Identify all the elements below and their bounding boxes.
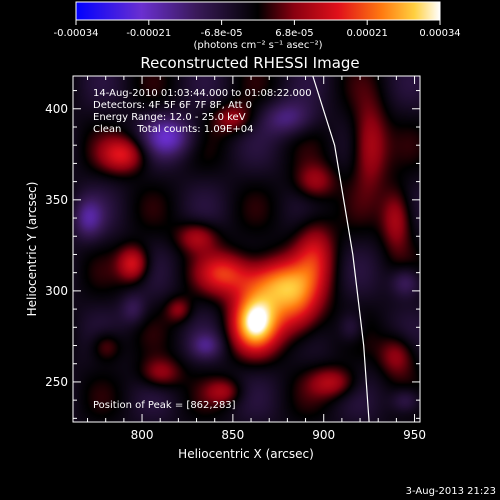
x-tick-label: 850 xyxy=(221,428,244,442)
solar-limb-line xyxy=(312,76,370,422)
colorbar-tick-label: 0.00034 xyxy=(419,28,460,39)
y-tick-label: 400 xyxy=(45,102,68,116)
chart-title: Reconstructed RHESSI Image xyxy=(140,54,359,72)
colorbar-tick-label: -6.8e-05 xyxy=(201,28,243,39)
annotation-detectors: Detectors: 4F 5F 6F 7F 8F, Att 0 xyxy=(93,100,252,111)
axis-ticks: 800 850 900 950 250 300 350 400 xyxy=(45,76,426,442)
heatmap-image xyxy=(73,76,420,422)
x-tick-label: 950 xyxy=(403,428,426,442)
colorbar-tick-label: -0.00034 xyxy=(54,28,99,39)
x-tick-label: 800 xyxy=(131,428,154,442)
colorbar-ticks: -0.00034 -0.00021 -6.8e-05 6.8e-05 0.00021 0.… xyxy=(54,20,461,39)
y-tick-label: 300 xyxy=(45,284,68,298)
colorbar-tick-label: -0.00021 xyxy=(126,28,171,39)
annotation-energy: Energy Range: 12.0 - 25.0 keV xyxy=(93,112,246,123)
colorbar-tick-label: 0.00021 xyxy=(347,28,388,39)
timestamp: 3-Aug-2013 21:23 xyxy=(406,486,496,497)
peak-position-label: Position of Peak = [862,283] xyxy=(93,400,236,411)
annotation-block: 14-Aug-2010 01:03:44.000 to 01:08:22.000… xyxy=(93,88,312,135)
annotation-method: Clean Total counts: 1.09E+04 xyxy=(93,124,253,135)
colorbar: -0.00034 -0.00021 -6.8e-05 6.8e-05 0.00021 0.… xyxy=(54,1,461,51)
plot-area: 800 850 900 950 250 300 350 400 14-Aug-2010 01:… xyxy=(45,75,426,442)
colorbar-tick-label: 6.8e-05 xyxy=(275,28,313,39)
y-tick-label: 350 xyxy=(45,193,68,207)
y-tick-label: 250 xyxy=(45,375,68,389)
annotation-time: 14-Aug-2010 01:03:44.000 to 01:08:22.000 xyxy=(93,88,312,99)
x-tick-label: 900 xyxy=(312,428,335,442)
y-axis-label: Heliocentric Y (arcsec) xyxy=(25,182,39,317)
colorbar-unit-label: (photons cm⁻² s⁻¹ asec⁻²) xyxy=(193,40,322,51)
plot-frame xyxy=(72,75,421,423)
colorbar-gradient xyxy=(75,1,441,21)
x-axis-label: Heliocentric X (arcsec) xyxy=(178,447,314,461)
